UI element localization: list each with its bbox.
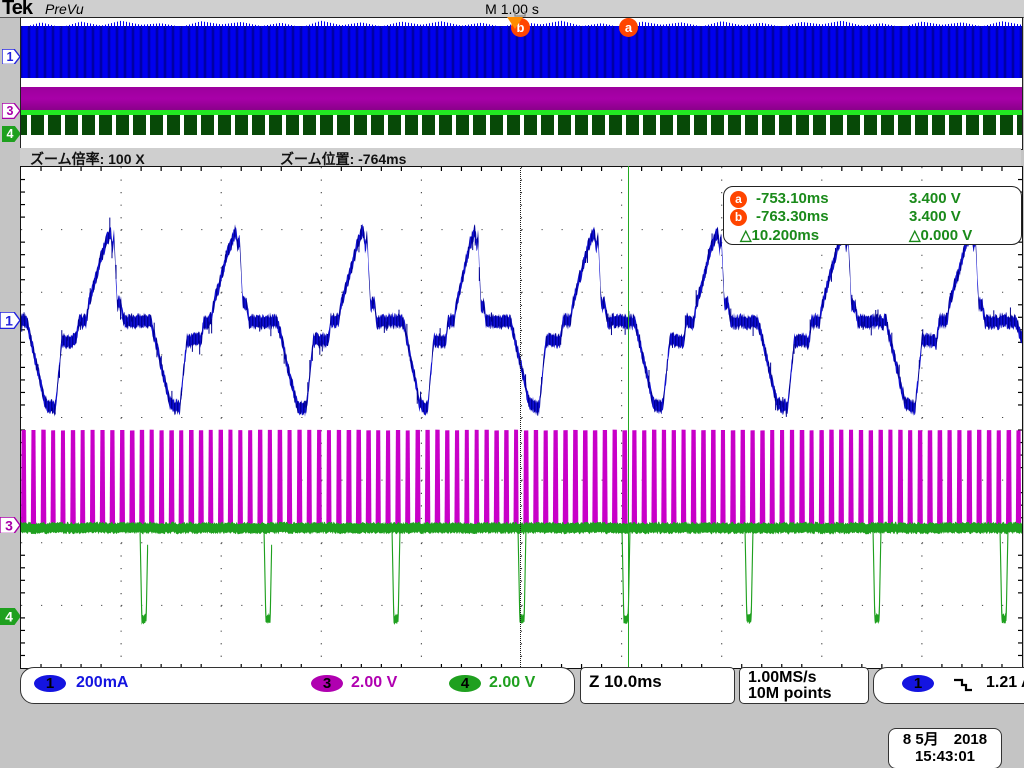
svg-text:1: 1	[7, 50, 14, 64]
svg-text:1: 1	[5, 313, 13, 329]
svg-text:4: 4	[5, 608, 13, 624]
svg-text:3: 3	[7, 104, 14, 118]
svg-text:4: 4	[7, 127, 14, 141]
svg-text:3: 3	[5, 517, 13, 533]
